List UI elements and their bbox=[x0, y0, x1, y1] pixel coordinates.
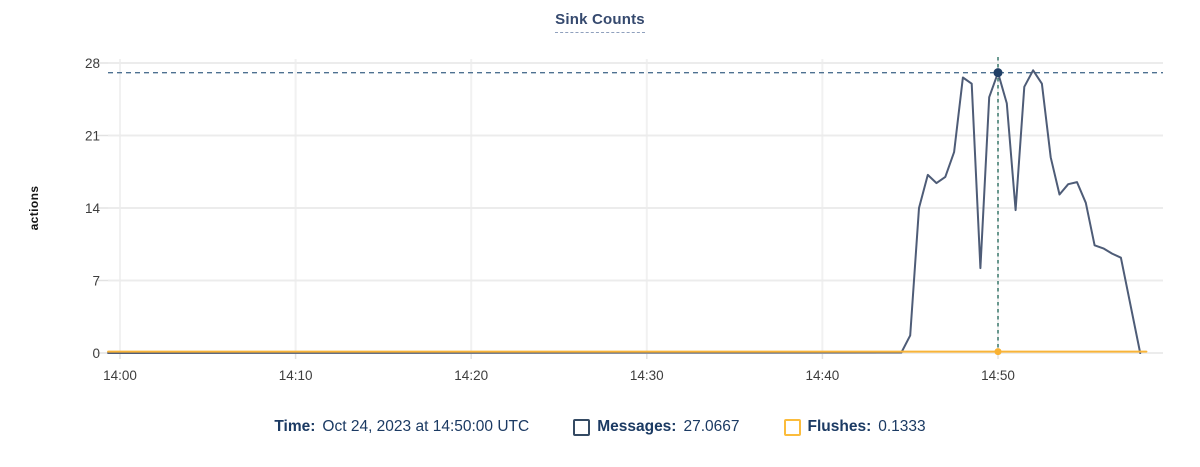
time-value: Oct 24, 2023 at 14:50:00 UTC bbox=[322, 418, 530, 435]
hover-time: Time: Oct 24, 2023 at 14:50:00 UTC bbox=[274, 418, 529, 436]
flushes-value: 0.1333 bbox=[878, 418, 926, 435]
hover-legend: Time: Oct 24, 2023 at 14:50:00 UTC Messa… bbox=[0, 418, 1200, 436]
flushes-label: Flushes: bbox=[807, 418, 872, 435]
time-label: Time: bbox=[274, 418, 316, 435]
svg-text:14: 14 bbox=[85, 201, 101, 216]
svg-text:28: 28 bbox=[85, 56, 100, 71]
svg-text:7: 7 bbox=[92, 274, 100, 289]
svg-text:0: 0 bbox=[92, 346, 100, 361]
messages-swatch-icon bbox=[573, 418, 591, 436]
sink-counts-chart: 14:00 14:10 14:20 14:30 14:40 14:50 0 7 14 21 28 ac… bbox=[27, 56, 1163, 383]
messages-value: 27.0667 bbox=[683, 418, 740, 435]
svg-text:21: 21 bbox=[85, 129, 100, 144]
svg-text:14:30: 14:30 bbox=[630, 368, 664, 383]
chart-header: Sink Counts bbox=[0, 11, 1200, 33]
flushes-swatch-icon bbox=[783, 418, 801, 436]
legend-item-messages[interactable]: Messages: 27.0667 bbox=[573, 418, 740, 436]
svg-text:14:50: 14:50 bbox=[981, 368, 1015, 383]
legend-item-flushes[interactable]: Flushes: 0.1333 bbox=[783, 418, 926, 436]
svg-text:14:40: 14:40 bbox=[806, 368, 840, 383]
svg-text:actions: actions bbox=[27, 186, 41, 231]
svg-text:14:10: 14:10 bbox=[279, 368, 313, 383]
svg-text:14:20: 14:20 bbox=[454, 368, 488, 383]
messages-label: Messages: bbox=[597, 418, 677, 435]
chart-title[interactable]: Sink Counts bbox=[555, 11, 645, 33]
svg-text:14:00: 14:00 bbox=[103, 368, 137, 383]
